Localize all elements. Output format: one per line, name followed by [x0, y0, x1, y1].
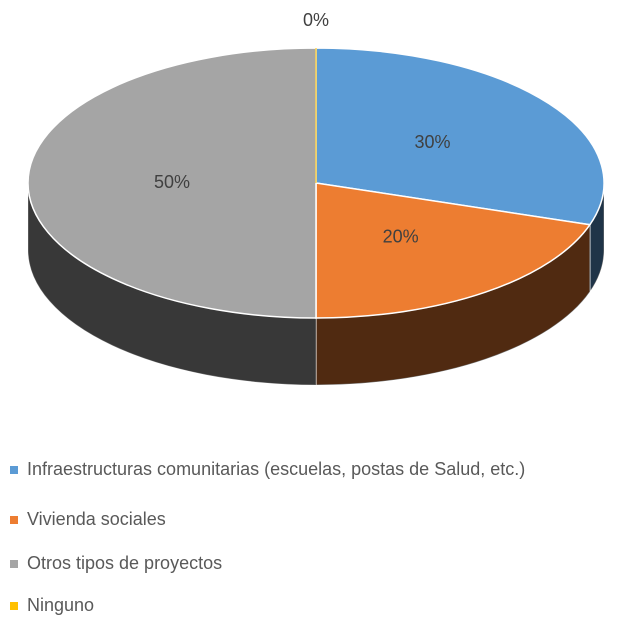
data-label: 20% [383, 226, 419, 246]
legend-label: Ninguno [27, 595, 94, 615]
legend-swatch [10, 466, 18, 474]
data-label: 30% [414, 132, 450, 152]
pie-slice [27, 47, 317, 319]
legend-label: Vivienda sociales [27, 509, 166, 529]
legend: Infraestructuras comunitarias (escuelas,… [10, 459, 525, 615]
legend-swatch [10, 560, 18, 568]
legend-label: Otros tipos de proyectos [27, 553, 222, 573]
side-shade [316, 224, 590, 385]
side-shade [28, 183, 316, 385]
side-shade [589, 183, 604, 292]
pie: 30% 20% 50% 0% [27, 10, 605, 386]
legend-swatch [10, 516, 18, 524]
pie-slice [315, 182, 592, 319]
legend-swatch [10, 602, 18, 610]
pie-slice [315, 47, 605, 226]
data-label: 0% [303, 10, 329, 30]
data-label: 50% [154, 172, 190, 192]
legend-label: Infraestructuras comunitarias (escuelas,… [27, 459, 525, 479]
